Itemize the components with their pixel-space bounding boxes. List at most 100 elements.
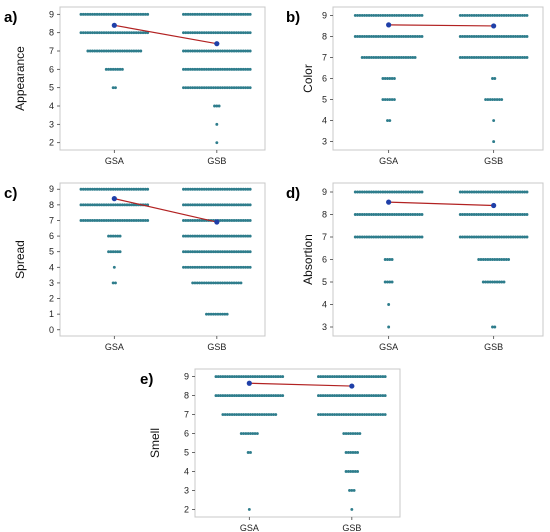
data-point	[241, 187, 245, 191]
data-point	[272, 413, 275, 416]
data-point	[216, 265, 220, 269]
chart-b: b) Color 3 4 5 6 7 8 9 GSA GSB	[286, 6, 544, 166]
y-tick-label: 3	[49, 119, 54, 129]
data-point	[276, 375, 280, 379]
data-point	[406, 13, 410, 17]
data-point	[387, 325, 391, 329]
data-point	[333, 375, 337, 379]
panel-b: b) Color 3 4 5 6 7 8 9 GSA GSB	[276, 0, 550, 166]
data-point	[388, 235, 392, 239]
data-point	[465, 13, 469, 17]
data-point	[255, 394, 259, 398]
data-point	[488, 258, 492, 261]
data-point	[111, 203, 115, 207]
data-point	[100, 203, 104, 207]
data-point	[346, 413, 350, 416]
data-point	[481, 258, 485, 261]
data-point	[246, 413, 250, 416]
data-point	[418, 190, 422, 194]
data-point	[372, 413, 376, 416]
y-tick-label: 3	[184, 485, 189, 495]
data-point	[221, 86, 225, 90]
data-point	[111, 12, 115, 16]
data-point	[488, 280, 492, 284]
data-point	[411, 34, 415, 38]
data-point	[137, 187, 140, 191]
data-point	[260, 375, 264, 379]
data-point	[195, 12, 199, 16]
data-point	[402, 34, 406, 38]
data-point	[509, 13, 513, 17]
data-point	[353, 375, 357, 379]
data-point	[390, 77, 394, 80]
data-point	[484, 56, 488, 59]
data-point	[123, 203, 127, 207]
data-point	[209, 49, 213, 53]
data-point	[358, 34, 362, 38]
data-point	[191, 12, 195, 16]
data-point	[346, 432, 350, 435]
data-point	[107, 219, 111, 222]
data-point	[488, 13, 492, 17]
data-point	[111, 281, 115, 285]
data-point	[337, 394, 341, 398]
data-point	[516, 34, 520, 38]
data-point	[351, 375, 355, 379]
data-point	[195, 219, 199, 222]
data-point	[383, 34, 387, 38]
data-point	[193, 12, 197, 16]
data-point	[111, 67, 115, 71]
data-point	[120, 31, 124, 35]
data-point	[495, 258, 499, 261]
data-point	[484, 280, 488, 284]
data-point	[211, 187, 215, 191]
data-point	[232, 375, 236, 379]
data-point	[504, 190, 508, 194]
data-point	[137, 49, 140, 53]
data-point	[388, 98, 392, 101]
data-point	[383, 413, 387, 416]
data-point	[491, 325, 494, 329]
data-point	[367, 213, 371, 216]
panel-d: d) Absortion 3 4 5 6 7 8 9 GSA GSB	[276, 176, 550, 352]
data-point	[114, 31, 117, 35]
data-point	[493, 56, 497, 59]
data-point	[104, 12, 108, 16]
data-point	[198, 219, 202, 222]
data-point	[241, 203, 245, 207]
data-point	[191, 203, 195, 207]
data-point	[507, 190, 511, 194]
data-point	[356, 235, 360, 239]
data-point	[91, 31, 94, 35]
data-point	[246, 394, 250, 398]
data-point	[344, 451, 348, 454]
data-point	[237, 375, 241, 379]
data-point	[470, 190, 474, 194]
data-point	[411, 213, 415, 216]
data-point	[493, 213, 497, 216]
data-point	[511, 56, 515, 59]
data-point	[363, 56, 366, 59]
data-point	[381, 190, 385, 194]
data-point	[214, 86, 218, 90]
data-point	[481, 280, 485, 284]
data-point	[465, 34, 469, 38]
data-point	[363, 190, 366, 194]
data-point	[409, 190, 412, 194]
data-point	[333, 413, 337, 416]
data-point	[477, 235, 481, 239]
data-point	[139, 187, 143, 191]
data-point	[518, 213, 522, 216]
data-point	[109, 187, 113, 191]
data-point	[193, 219, 197, 222]
data-point	[193, 281, 197, 285]
data-point	[381, 394, 385, 398]
data-point	[369, 213, 373, 216]
data-point	[249, 432, 252, 435]
data-point	[525, 34, 529, 38]
data-point	[415, 13, 419, 17]
data-point	[239, 31, 243, 35]
data-point	[123, 31, 127, 35]
data-point	[193, 265, 197, 269]
data-point	[125, 49, 129, 53]
